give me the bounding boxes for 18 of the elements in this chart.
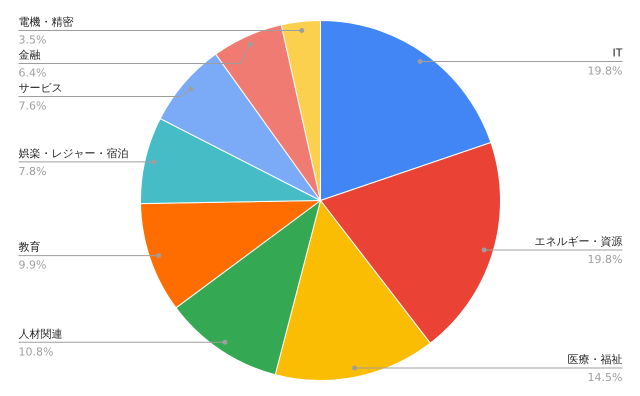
data-label: 14.5% (588, 371, 623, 384)
slice-label: 人材関連 (18, 327, 62, 340)
slice-label: IT (612, 46, 623, 60)
slice-label: サービス (18, 82, 62, 95)
slice-label: 金融 (18, 48, 40, 62)
data-label: 9.9% (18, 258, 46, 272)
slice-label: 医療・福祉 (568, 353, 622, 366)
slice-label: エネルギー・資源 (534, 234, 622, 248)
slice-label: 教育 (18, 240, 40, 254)
data-label: 19.8% (588, 64, 623, 78)
slice-label: 電機・精密 (18, 16, 74, 29)
slice-label: 娯楽・レジャー・宿泊 (18, 146, 128, 160)
data-label: 6.4% (18, 66, 46, 80)
data-label: 10.8% (18, 345, 54, 358)
data-label: 3.5% (18, 34, 46, 47)
data-label: 7.8% (18, 164, 46, 178)
data-label: 19.8% (588, 252, 623, 266)
data-label: 7.6% (18, 100, 46, 113)
